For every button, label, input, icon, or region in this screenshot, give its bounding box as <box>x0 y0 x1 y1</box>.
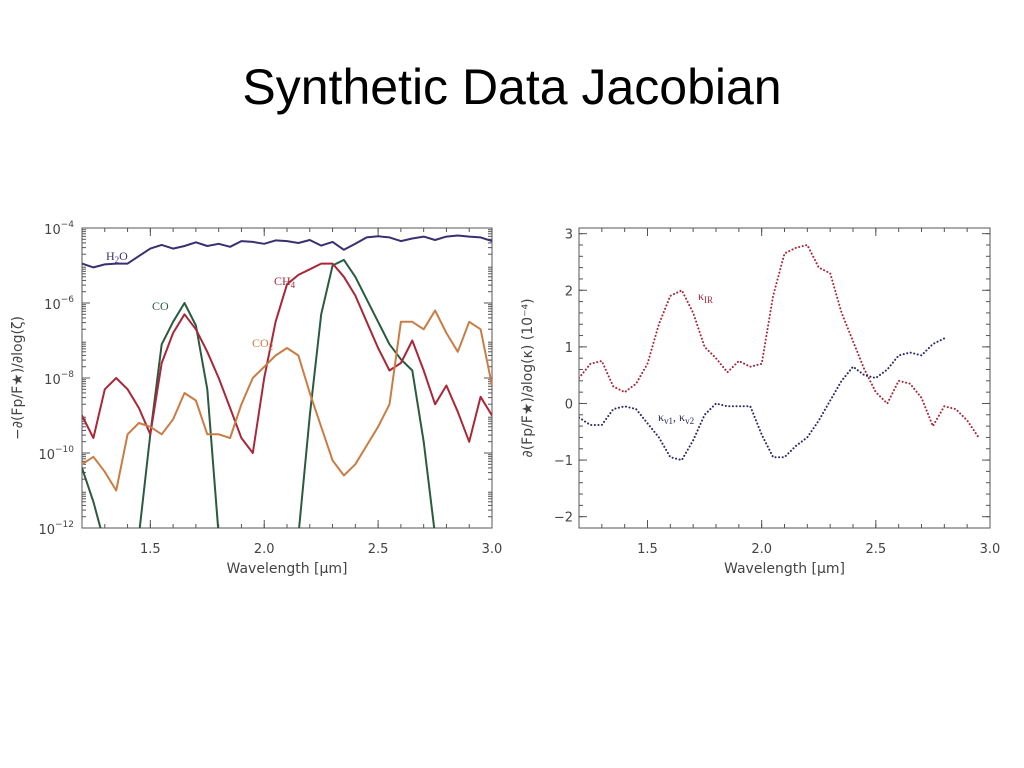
y-tick-label: 10−12 <box>38 520 74 538</box>
x-tick-label: 3.0 <box>482 542 503 557</box>
y-tick-label: −1 <box>554 454 573 469</box>
x-tick-label: 2.0 <box>254 542 275 557</box>
x-axis-title: Wavelength [μm] <box>724 561 845 577</box>
x-axis-title: Wavelength [μm] <box>227 561 348 577</box>
series-group <box>579 244 980 462</box>
series-label-ch4: CH4 <box>274 274 296 290</box>
y-tick-label: 10−6 <box>44 295 74 313</box>
chart-panel-1: 1.5 2.0 2.5 3.0 10−4 10−6 10−8 10−10 10−12 Wavele… <box>10 220 502 577</box>
y-tick-label: 10−10 <box>38 445 74 463</box>
y-tick-label: 10−8 <box>44 370 74 388</box>
series-line-ch4 <box>82 262 492 454</box>
y-axis-title: ∂(Fp/F★)/∂log(κ) (10⁻⁴) <box>520 298 536 457</box>
y-tick-label: 2 <box>565 284 573 299</box>
series-group <box>82 234 492 528</box>
series-label-v1v2: κv1, κv2 <box>658 410 694 426</box>
series-line-v1v2 <box>579 337 946 462</box>
series-label-ir: κIR <box>698 289 713 305</box>
chart-panel-2: 1.5 2.0 2.5 3.0 3 2 1 0 −1 −2 Wavelength [μm] ∂(Fp/… <box>520 227 1001 577</box>
y-tick-label: 0 <box>565 397 573 412</box>
series-label-co2: CO2 <box>252 336 273 352</box>
series-line-h2o <box>82 234 492 269</box>
y-tick-label: 3 <box>565 228 573 243</box>
series-line-ir <box>579 244 980 439</box>
y-axis-title: −∂(Fp/F★)/∂log(ζ) <box>10 316 26 440</box>
plot-frame <box>81 227 493 529</box>
x-tick-label: 1.5 <box>637 542 658 557</box>
x-tick-label: 2.0 <box>751 542 772 557</box>
y-tick-label: 1 <box>565 341 573 356</box>
x-tick-label: 3.0 <box>980 542 1001 557</box>
series-label-co: CO <box>152 299 169 313</box>
y-tick-label: 10−4 <box>44 220 74 238</box>
plot-frame <box>578 227 991 529</box>
slide-title: Synthetic Data Jacobian <box>242 59 782 115</box>
y-tick-label: −2 <box>554 511 573 526</box>
series-line-co2 <box>82 309 492 492</box>
series-line-co <box>82 258 436 528</box>
x-tick-label: 2.5 <box>865 542 886 557</box>
x-tick-label: 2.5 <box>368 542 389 557</box>
series-label-h2o: H2O <box>106 249 128 265</box>
x-tick-label: 1.5 <box>140 542 161 557</box>
